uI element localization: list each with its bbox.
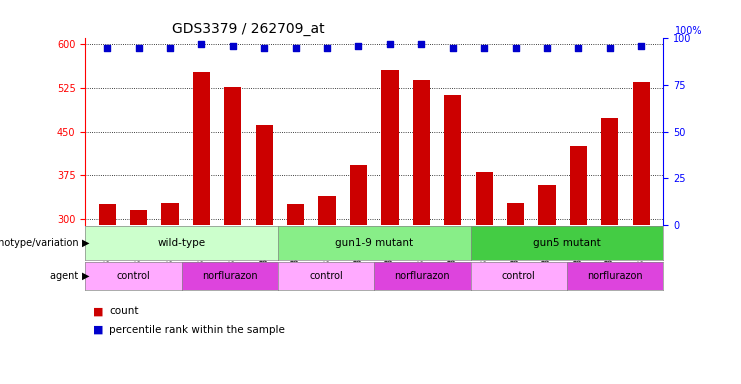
Point bbox=[541, 45, 553, 51]
Point bbox=[321, 45, 333, 51]
Point bbox=[133, 45, 144, 51]
Point bbox=[416, 41, 428, 47]
Bar bbox=[601, 118, 619, 225]
Text: norflurazon: norflurazon bbox=[394, 271, 451, 281]
Point bbox=[635, 43, 647, 49]
Text: ▶: ▶ bbox=[82, 238, 89, 248]
Bar bbox=[382, 70, 399, 225]
Bar bbox=[225, 87, 242, 225]
Bar bbox=[287, 204, 305, 225]
Text: genotype/variation: genotype/variation bbox=[0, 238, 82, 248]
Bar bbox=[538, 185, 556, 225]
Point bbox=[478, 45, 490, 51]
Text: 100%: 100% bbox=[674, 26, 702, 36]
Point bbox=[259, 45, 270, 51]
Point bbox=[384, 41, 396, 47]
Point bbox=[447, 45, 459, 51]
Text: control: control bbox=[116, 271, 150, 281]
Bar bbox=[507, 202, 524, 225]
Text: control: control bbox=[502, 271, 536, 281]
Point bbox=[102, 45, 113, 51]
Text: ▶: ▶ bbox=[82, 271, 89, 281]
Point bbox=[196, 41, 207, 47]
Text: GDS3379 / 262709_at: GDS3379 / 262709_at bbox=[172, 22, 325, 36]
Bar bbox=[476, 172, 493, 225]
Bar bbox=[570, 146, 587, 225]
Bar bbox=[350, 165, 367, 225]
Point bbox=[573, 45, 585, 51]
Point bbox=[353, 43, 365, 49]
Point bbox=[227, 43, 239, 49]
Text: ■: ■ bbox=[93, 306, 107, 316]
Text: percentile rank within the sample: percentile rank within the sample bbox=[109, 325, 285, 335]
Point bbox=[604, 45, 616, 51]
Text: agent: agent bbox=[50, 271, 82, 281]
Bar bbox=[319, 195, 336, 225]
Text: gun5 mutant: gun5 mutant bbox=[533, 238, 601, 248]
Bar bbox=[256, 124, 273, 225]
Point bbox=[164, 45, 176, 51]
Bar bbox=[130, 210, 147, 225]
Text: gun1-9 mutant: gun1-9 mutant bbox=[335, 238, 413, 248]
Text: wild-type: wild-type bbox=[158, 238, 205, 248]
Text: count: count bbox=[109, 306, 139, 316]
Bar bbox=[99, 204, 116, 225]
Text: norflurazon: norflurazon bbox=[587, 271, 643, 281]
Bar bbox=[193, 72, 210, 225]
Bar bbox=[162, 202, 179, 225]
Text: ■: ■ bbox=[93, 325, 107, 335]
Text: control: control bbox=[309, 271, 343, 281]
Bar bbox=[444, 96, 462, 225]
Text: norflurazon: norflurazon bbox=[202, 271, 258, 281]
Point bbox=[510, 45, 522, 51]
Bar bbox=[633, 82, 650, 225]
Bar bbox=[413, 80, 430, 225]
Point bbox=[290, 45, 302, 51]
